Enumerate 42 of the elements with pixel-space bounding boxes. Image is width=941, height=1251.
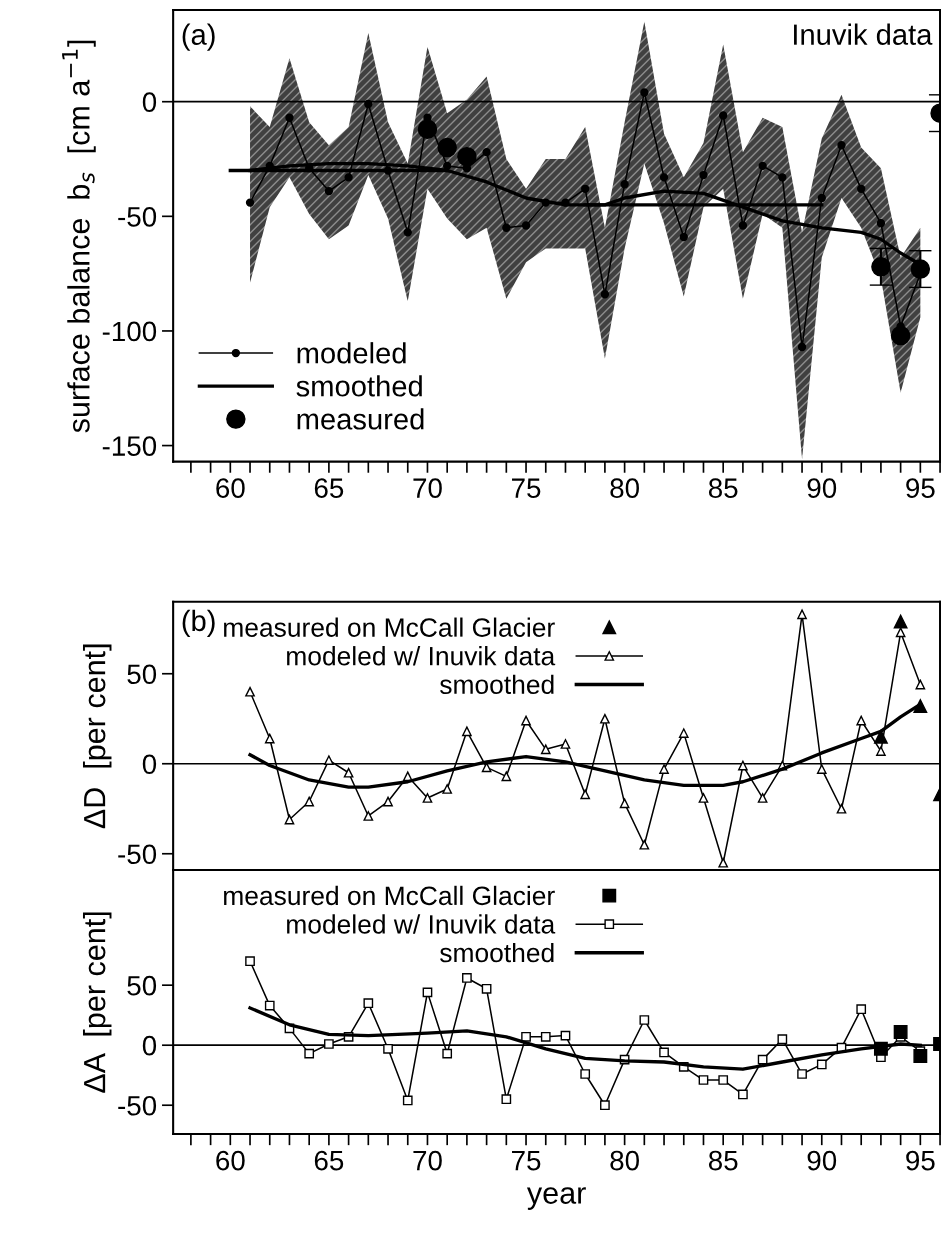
x-tick-label: 80 — [610, 1150, 639, 1171]
legend-label: smoothed — [440, 674, 554, 695]
x-tick-label: 70 — [413, 1150, 442, 1171]
legend-label: measured on McCall Glacier — [224, 885, 555, 906]
x-tick-label: 95 — [906, 478, 935, 498]
x-tick-label: 90 — [807, 478, 837, 498]
y-axis-title: ΔA [per cent] — [82, 912, 112, 1093]
y-axis-title: surface balance b$_{s}$ [cm a$^{−1}$] — [62, 40, 96, 433]
x-tick-label: 95 — [906, 1150, 935, 1171]
y-tick-label: -50 — [118, 844, 157, 865]
legend-label: smoothed — [296, 375, 422, 397]
y-tick-label: 0 — [142, 1035, 157, 1056]
x-tick-label: 65 — [314, 478, 344, 498]
y-tick-label: 50 — [127, 975, 157, 996]
y-tick-label: -50 — [118, 207, 157, 227]
x-tick-label: 60 — [216, 1150, 245, 1171]
x-tick-label: 65 — [314, 1150, 344, 1171]
y-tick-label: 0 — [142, 754, 157, 775]
annotation: (a) — [182, 23, 215, 51]
annotation: Inuvik data — [794, 23, 933, 45]
legend-label: smoothed — [440, 942, 554, 963]
x-tick-label: 90 — [807, 1150, 837, 1171]
legend-label: modeled — [297, 342, 406, 364]
legend-label: modeled w/ Inuvik data — [287, 646, 556, 666]
y-tick-label: 0 — [142, 92, 157, 113]
legend-label: measured — [297, 408, 424, 430]
legend-label: measured on McCall Glacier — [224, 617, 555, 637]
y-tick-label: -150 — [102, 436, 157, 456]
y-tick-label: -100 — [102, 321, 157, 342]
x-tick-label: 85 — [708, 1150, 738, 1171]
y-tick-label: 50 — [127, 664, 157, 685]
annotation: (b) — [182, 609, 215, 637]
x-tick-label: 70 — [413, 478, 442, 498]
x-tick-label: 85 — [708, 478, 738, 498]
x-tick-label: 75 — [512, 478, 541, 498]
y-axis-title: ΔD [per cent] — [82, 644, 112, 829]
x-tick-label: 75 — [512, 1151, 541, 1171]
legend-label: modeled w/ Inuvik data — [287, 914, 556, 934]
x-tick-label: 60 — [216, 478, 245, 498]
y-tick-label: -50 — [118, 1095, 157, 1116]
x-axis-title: year — [526, 1187, 586, 1210]
x-tick-label: 80 — [610, 478, 639, 498]
